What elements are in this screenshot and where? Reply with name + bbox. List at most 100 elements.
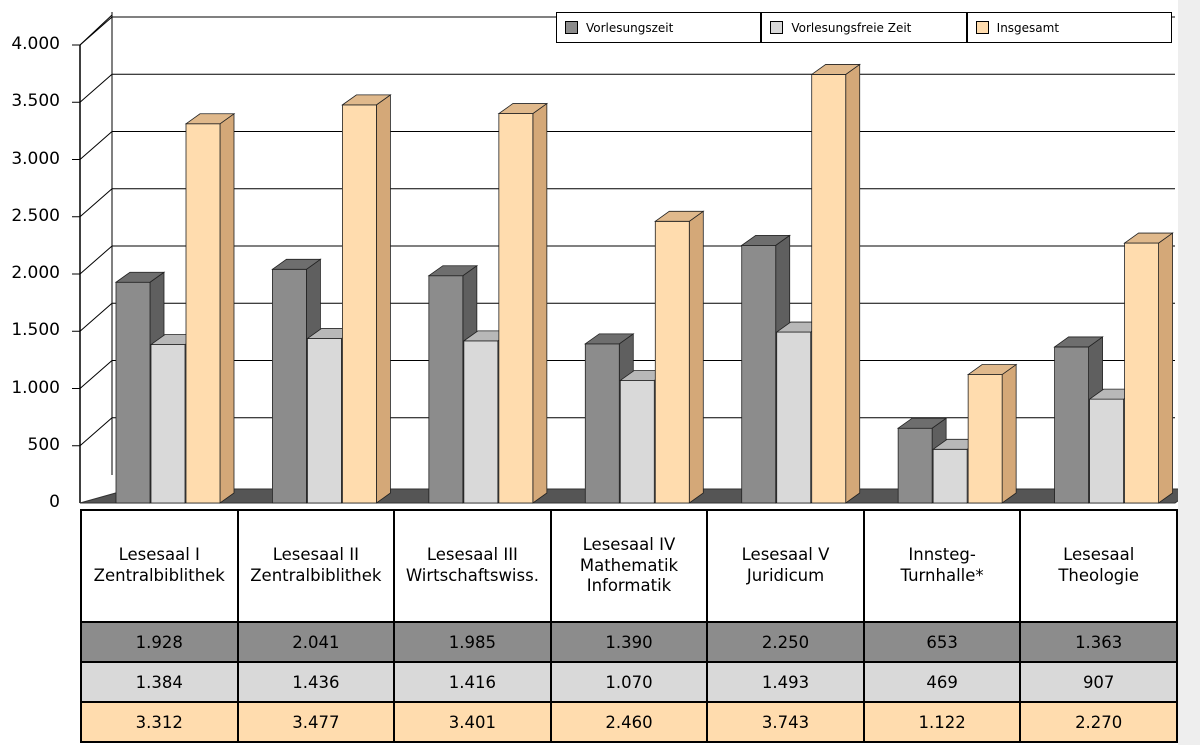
category-label: Lesesaal III Wirtschaftswiss. xyxy=(393,509,552,623)
data-label: 3.312 xyxy=(80,701,239,743)
bar-side-insgesamt xyxy=(1001,363,1017,504)
bar-front-insgesamt xyxy=(498,113,534,504)
bar-insgesamt xyxy=(966,363,1018,504)
bar-front-vorlesungsfreie-zeit xyxy=(1089,398,1124,504)
gridline-side xyxy=(79,417,113,447)
legend-swatch-vorlesungszeit xyxy=(565,21,578,34)
bar-top-vorlesungszeit xyxy=(584,333,635,345)
bar-insgesamt xyxy=(497,102,549,504)
bar-vorlesungszeit xyxy=(740,234,791,504)
bar-top-insgesamt xyxy=(810,64,861,75)
data-label: 2.270 xyxy=(1019,701,1178,743)
legend-label-vorlesungszeit: Vorlesungszeit xyxy=(586,20,674,35)
data-label: 1.363 xyxy=(1019,621,1178,663)
y-tick-label: 3.500 xyxy=(11,91,60,112)
data-label: 469 xyxy=(862,661,1022,703)
chart-legend: Vorlesungszeit Vorlesungsfreie Zeit Insg… xyxy=(556,12,1172,43)
data-label: 2.041 xyxy=(236,621,396,663)
legend-item-insgesamt: Insgesamt xyxy=(968,13,1171,42)
bar-top-insgesamt xyxy=(966,364,1018,375)
category-label: Lesesaal I Zentralbiblithek xyxy=(80,509,239,623)
bar-top-insgesamt xyxy=(1123,232,1174,244)
bar-insgesamt xyxy=(810,63,861,504)
bars xyxy=(114,63,1174,504)
bar-front-vorlesungsfreie-zeit xyxy=(619,380,655,504)
bar-top-vorlesungszeit xyxy=(427,265,479,277)
bar-front-insgesamt xyxy=(967,374,1003,504)
y-tick-label: 1.500 xyxy=(11,320,60,341)
table-row-vorlesungszeit: 1.928 2.041 1.985 1.390 2.250 653 1.363 xyxy=(80,621,1178,663)
legend-item-vorlesungsfreie-zeit: Vorlesungsfreie Zeit xyxy=(762,13,968,42)
data-table: Lesesaal I Zentralbiblithek Lesesaal II Zen… xyxy=(80,509,1178,743)
bar-front-vorlesungszeit xyxy=(741,244,777,504)
data-label: 1.390 xyxy=(549,621,709,663)
table-row-insgesamt: 3.312 3.477 3.401 2.460 3.743 1.122 2.270 xyxy=(80,701,1178,743)
bar-top-insgesamt xyxy=(654,210,705,222)
y-tick-label: 4.000 xyxy=(11,34,60,54)
gridline-side xyxy=(79,302,113,332)
bar-insgesamt xyxy=(1123,232,1174,504)
data-label: 1.985 xyxy=(393,621,552,663)
data-label: 653 xyxy=(862,621,1022,663)
legend-swatch-vorlesungsfreie-zeit xyxy=(770,21,784,34)
bar-top-vorlesungszeit xyxy=(896,417,948,429)
category-label: Innsteg- Turnhalle* xyxy=(862,509,1022,623)
legend-swatch-insgesamt xyxy=(975,21,989,34)
bar-side-insgesamt xyxy=(845,63,861,504)
data-label: 1.928 xyxy=(80,621,239,663)
y-tick-label: 1.000 xyxy=(11,377,60,398)
legend-label-insgesamt: Insgesamt xyxy=(996,20,1060,35)
y-tick-label: 2.000 xyxy=(11,263,60,283)
category-label: Lesesaal IV Mathematik Informatik xyxy=(549,509,709,623)
y-tick-label: 0 xyxy=(49,492,60,512)
bar-side-insgesamt xyxy=(532,102,548,504)
top-wall-edge xyxy=(79,14,113,46)
category-label: Lesesaal II Zentralbiblithek xyxy=(236,509,396,623)
bar-front-insgesamt xyxy=(1124,242,1159,504)
gridline-side xyxy=(79,73,113,103)
data-label: 1.416 xyxy=(393,661,552,703)
table-row-vorlesungsfreie-zeit: 1.384 1.436 1.416 1.070 1.493 469 907 xyxy=(80,661,1178,703)
data-label: 3.401 xyxy=(393,701,552,743)
bar-front-vorlesungszeit xyxy=(428,275,464,504)
data-label: 3.477 xyxy=(236,701,396,743)
bar-insgesamt xyxy=(341,94,392,504)
bar-front-insgesamt xyxy=(654,220,690,504)
bar-side-insgesamt xyxy=(1158,232,1173,504)
data-label: 907 xyxy=(1019,661,1178,703)
bar-front-insgesamt xyxy=(811,74,847,504)
bar-front-vorlesungsfreie-zeit xyxy=(932,448,968,504)
bar-front-vorlesungsfreie-zeit xyxy=(150,344,186,504)
gridline-side xyxy=(79,360,113,389)
data-label: 1.384 xyxy=(80,661,239,703)
bar-top-vorlesungszeit xyxy=(114,271,166,283)
data-label: 1.493 xyxy=(706,661,865,703)
bar-side-insgesamt xyxy=(688,210,704,504)
data-label: 2.460 xyxy=(549,701,709,743)
bar-front-vorlesungszeit xyxy=(1054,346,1089,504)
chart-plot xyxy=(72,12,1178,504)
table-row-categories: Lesesaal I Zentralbiblithek Lesesaal II Zen… xyxy=(80,509,1178,623)
bar-insgesamt xyxy=(654,210,705,504)
legend-label-vorlesungsfreie-zeit: Vorlesungsfreie Zeit xyxy=(791,20,912,35)
bar-top-vorlesungszeit xyxy=(740,234,791,246)
bar-front-vorlesungszeit xyxy=(115,281,151,504)
y-tick-label: 2.500 xyxy=(11,205,60,226)
data-label: 2.250 xyxy=(706,621,865,663)
bar-top-vorlesungszeit xyxy=(1053,336,1104,348)
category-label: Lesesaal Theologie xyxy=(1019,509,1178,623)
data-label: 3.743 xyxy=(706,701,865,743)
bar-top-vorlesungszeit xyxy=(271,258,322,270)
bar-top-insgesamt xyxy=(184,113,236,125)
page-gutter xyxy=(1178,0,1200,745)
bar-front-vorlesungsfreie-zeit xyxy=(776,331,812,504)
category-label: Lesesaal V Juridicum xyxy=(706,509,865,623)
bar-front-insgesamt xyxy=(342,104,377,504)
gridline-side xyxy=(79,188,113,218)
gridline-side xyxy=(79,245,113,275)
bar-front-vorlesungszeit xyxy=(584,343,620,504)
bar-front-vorlesungszeit xyxy=(897,427,933,504)
y-tick-label: 3.000 xyxy=(11,148,60,169)
bar-front-insgesamt xyxy=(185,123,221,504)
